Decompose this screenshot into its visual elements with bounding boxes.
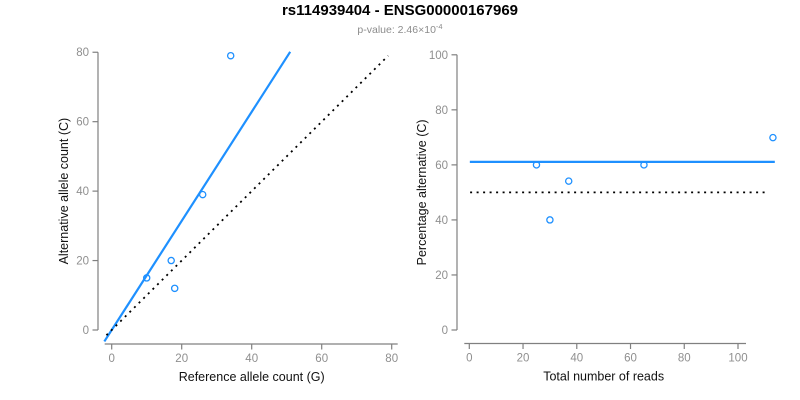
y-tick-label: 60 [435, 160, 448, 172]
y-tick-label: 40 [435, 215, 448, 227]
x-tick-label: 40 [245, 353, 258, 365]
identity-line [105, 55, 389, 336]
x-tick-label: 60 [315, 353, 328, 365]
y-tick-label: 0 [83, 325, 89, 337]
x-tick-label: 80 [385, 353, 398, 365]
data-point [769, 133, 777, 142]
y-axis-title: Alternative allele count (C) [57, 118, 71, 265]
figure-title: rs114939404 - ENSG00000167969 [281, 2, 519, 19]
y-tick-label: 80 [76, 47, 89, 59]
x-tick-label: 20 [175, 353, 188, 365]
x-tick-label: 40 [570, 353, 583, 365]
p-value-base: 2.46×10 [397, 24, 436, 36]
data-point [226, 51, 235, 60]
data-point [170, 284, 179, 293]
y-tick-label: 0 [442, 325, 448, 337]
x-tick-label: 100 [728, 353, 747, 365]
p-value-prefix: p-value: [357, 24, 398, 36]
fit-line [103, 51, 292, 343]
y-tick-label: 60 [76, 117, 89, 129]
x-tick-label: 0 [466, 353, 472, 365]
y-tick-label: 20 [76, 256, 89, 268]
x-tick-label: 60 [624, 353, 637, 365]
data-point [546, 216, 554, 224]
y-axis-title: Percentage alternative (C) [415, 119, 429, 265]
p-value-subtitle: p-value: 2.46×10-4 [0, 22, 800, 36]
x-axis-title: Total number of reads [543, 370, 664, 384]
data-point [532, 161, 541, 169]
y-tick-label: 80 [435, 105, 448, 117]
data-point [167, 256, 175, 265]
data-point [198, 190, 207, 199]
p-value-exponent: -4 [435, 22, 443, 31]
x-axis-title: Reference allele count (G) [179, 370, 325, 384]
x-tick-label: 80 [678, 353, 691, 365]
x-tick-label: 20 [517, 353, 530, 365]
plot-allele-counts: 0 20 40 60 80 0 20 40 60 80 Reference allele count… [57, 47, 398, 384]
y-tick-label: 100 [429, 50, 448, 62]
data-point [640, 161, 648, 169]
x-tick-label: 0 [108, 353, 114, 365]
data-point [564, 177, 573, 185]
y-tick-label: 20 [435, 270, 448, 282]
data-point [142, 274, 151, 282]
y-tick-label: 40 [76, 186, 89, 198]
plot-percentage-vs-reads: 0 20 40 60 80 100 0 20 40 60 80 100 Total number of … [415, 50, 777, 384]
